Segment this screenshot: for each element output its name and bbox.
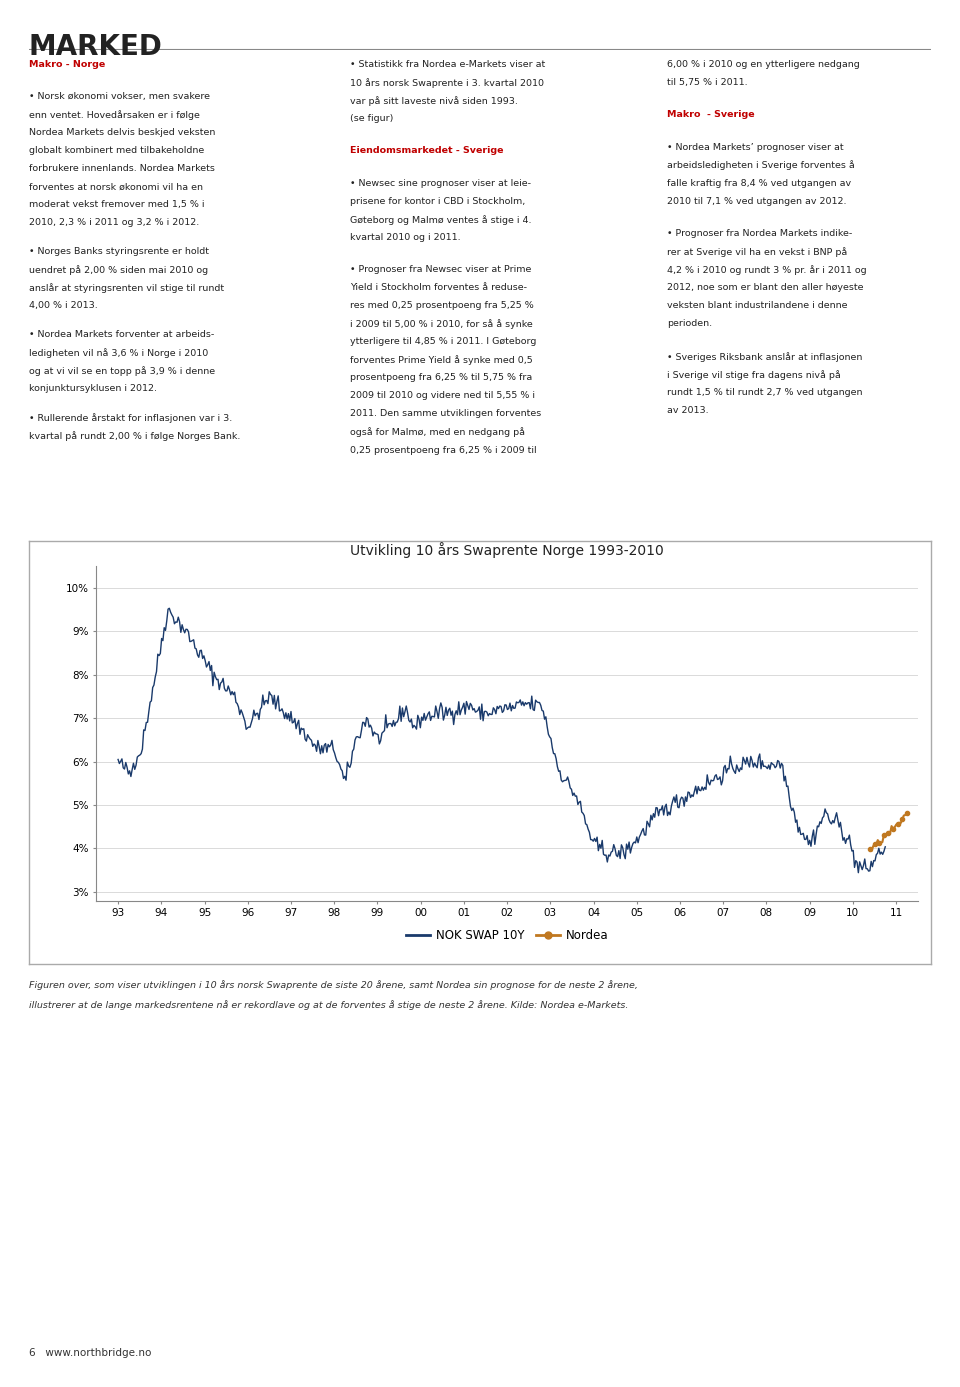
Text: ledigheten vil nå 3,6 % i Norge i 2010: ledigheten vil nå 3,6 % i Norge i 2010 — [29, 348, 208, 358]
Text: 2011. Den samme utviklingen forventes: 2011. Den samme utviklingen forventes — [350, 409, 541, 419]
Text: • Norges Banks styringsrente er holdt: • Norges Banks styringsrente er holdt — [29, 247, 209, 257]
Text: Makro  - Sverige: Makro - Sverige — [667, 110, 755, 119]
Text: 6   www.northbridge.no: 6 www.northbridge.no — [29, 1348, 151, 1358]
Text: 6,00 % i 2010 og en ytterligere nedgang: 6,00 % i 2010 og en ytterligere nedgang — [667, 60, 860, 68]
Text: forventes Prime Yield å synke med 0,5: forventes Prime Yield å synke med 0,5 — [350, 355, 533, 365]
Legend: NOK SWAP 10Y, Nordea: NOK SWAP 10Y, Nordea — [401, 925, 612, 947]
Text: 2009 til 2010 og videre ned til 5,55 % i: 2009 til 2010 og videre ned til 5,55 % i — [350, 391, 536, 401]
Text: res med 0,25 prosentpoeng fra 5,25 %: res med 0,25 prosentpoeng fra 5,25 % — [350, 301, 534, 311]
Text: • Nordea Markets forventer at arbeids-: • Nordea Markets forventer at arbeids- — [29, 330, 214, 338]
Text: prosentpoeng fra 6,25 % til 5,75 % fra: prosentpoeng fra 6,25 % til 5,75 % fra — [350, 373, 533, 383]
Text: forbrukere innenlands. Nordea Markets: forbrukere innenlands. Nordea Markets — [29, 164, 215, 173]
Text: 2012, noe som er blant den aller høyeste: 2012, noe som er blant den aller høyeste — [667, 283, 864, 293]
Text: også for Malmø, med en nedgang på: også for Malmø, med en nedgang på — [350, 427, 525, 437]
Text: moderat vekst fremover med 1,5 % i: moderat vekst fremover med 1,5 % i — [29, 200, 204, 209]
Text: • Prognoser fra Nordea Markets indike-: • Prognoser fra Nordea Markets indike- — [667, 229, 852, 239]
Text: globalt kombinert med tilbakeholdne: globalt kombinert med tilbakeholdne — [29, 146, 204, 155]
Text: • Nordea Markets’ prognoser viser at: • Nordea Markets’ prognoser viser at — [667, 143, 844, 151]
Text: veksten blant industrilandene i denne: veksten blant industrilandene i denne — [667, 301, 848, 311]
Text: var på sitt laveste nivå siden 1993.: var på sitt laveste nivå siden 1993. — [350, 96, 518, 105]
Text: konjunktursyklusen i 2012.: konjunktursyklusen i 2012. — [29, 384, 156, 393]
Text: • Prognoser fra Newsec viser at Prime: • Prognoser fra Newsec viser at Prime — [350, 265, 532, 275]
Text: 2010, 2,3 % i 2011 og 3,2 % i 2012.: 2010, 2,3 % i 2011 og 3,2 % i 2012. — [29, 218, 199, 227]
Text: • Sveriges Riksbank anslår at inflasjonen: • Sveriges Riksbank anslår at inflasjone… — [667, 352, 863, 362]
Text: Gøteborg og Malmø ventes å stige i 4.: Gøteborg og Malmø ventes å stige i 4. — [350, 215, 532, 225]
Text: prisene for kontor i CBD i Stockholm,: prisene for kontor i CBD i Stockholm, — [350, 197, 526, 205]
Text: 4,2 % i 2010 og rundt 3 % pr. år i 2011 og: 4,2 % i 2010 og rundt 3 % pr. år i 2011 … — [667, 265, 867, 275]
Text: (se figur): (se figur) — [350, 114, 394, 122]
Text: enn ventet. Hovedårsaken er i følge: enn ventet. Hovedårsaken er i følge — [29, 110, 200, 121]
Text: og at vi vil se en topp på 3,9 % i denne: og at vi vil se en topp på 3,9 % i denne — [29, 366, 215, 376]
Text: 10 års norsk Swaprente i 3. kvartal 2010: 10 års norsk Swaprente i 3. kvartal 2010 — [350, 78, 544, 87]
Text: Figuren over, som viser utviklingen i 10 års norsk Swaprente de siste 20 årene, : Figuren over, som viser utviklingen i 10… — [29, 981, 637, 990]
Text: • Rullerende årstakt for inflasjonen var i 3.: • Rullerende årstakt for inflasjonen var… — [29, 413, 232, 423]
Text: til 5,75 % i 2011.: til 5,75 % i 2011. — [667, 78, 748, 86]
Text: Nordea Markets delvis beskjed veksten: Nordea Markets delvis beskjed veksten — [29, 128, 215, 137]
Text: • Newsec sine prognoser viser at leie-: • Newsec sine prognoser viser at leie- — [350, 179, 532, 187]
Text: illustrerer at de lange markedsrentene nå er rekordlave og at de forventes å sti: illustrerer at de lange markedsrentene n… — [29, 1000, 628, 1010]
Text: 4,00 % i 2013.: 4,00 % i 2013. — [29, 301, 98, 311]
Text: kvartal på rundt 2,00 % i følge Norges Bank.: kvartal på rundt 2,00 % i følge Norges B… — [29, 431, 240, 441]
Text: • Norsk økonomi vokser, men svakere: • Norsk økonomi vokser, men svakere — [29, 92, 210, 101]
Text: Eiendomsmarkedet - Sverige: Eiendomsmarkedet - Sverige — [350, 146, 504, 155]
Text: MARKED: MARKED — [29, 33, 162, 61]
Text: ytterligere til 4,85 % i 2011. I Gøteborg: ytterligere til 4,85 % i 2011. I Gøtebor… — [350, 337, 537, 347]
Text: forventes at norsk økonomi vil ha en: forventes at norsk økonomi vil ha en — [29, 182, 203, 191]
Text: uendret på 2,00 % siden mai 2010 og: uendret på 2,00 % siden mai 2010 og — [29, 265, 208, 275]
Text: rundt 1,5 % til rundt 2,7 % ved utgangen: rundt 1,5 % til rundt 2,7 % ved utgangen — [667, 388, 863, 397]
Text: Yield i Stockholm forventes å reduse-: Yield i Stockholm forventes å reduse- — [350, 283, 527, 293]
Text: i Sverige vil stige fra dagens nivå på: i Sverige vil stige fra dagens nivå på — [667, 370, 841, 380]
Text: kvartal 2010 og i 2011.: kvartal 2010 og i 2011. — [350, 233, 461, 241]
Text: av 2013.: av 2013. — [667, 406, 708, 415]
Text: perioden.: perioden. — [667, 319, 712, 329]
Text: 0,25 prosentpoeng fra 6,25 % i 2009 til: 0,25 prosentpoeng fra 6,25 % i 2009 til — [350, 445, 537, 455]
Text: i 2009 til 5,00 % i 2010, for så å synke: i 2009 til 5,00 % i 2010, for så å synke — [350, 319, 533, 329]
Text: rer at Sverige vil ha en vekst i BNP på: rer at Sverige vil ha en vekst i BNP på — [667, 247, 848, 257]
Text: Makro - Norge: Makro - Norge — [29, 60, 105, 68]
Text: • Statistikk fra Nordea e-Markets viser at: • Statistikk fra Nordea e-Markets viser … — [350, 60, 545, 68]
Text: arbeidsledigheten i Sverige forventes å: arbeidsledigheten i Sverige forventes å — [667, 161, 855, 171]
Text: 2010 til 7,1 % ved utgangen av 2012.: 2010 til 7,1 % ved utgangen av 2012. — [667, 197, 847, 205]
Text: anslår at styringsrenten vil stige til rundt: anslår at styringsrenten vil stige til r… — [29, 283, 224, 293]
Title: Utvikling 10 års Swaprente Norge 1993-2010: Utvikling 10 års Swaprente Norge 1993-20… — [350, 542, 664, 558]
Text: falle kraftig fra 8,4 % ved utgangen av: falle kraftig fra 8,4 % ved utgangen av — [667, 179, 852, 187]
